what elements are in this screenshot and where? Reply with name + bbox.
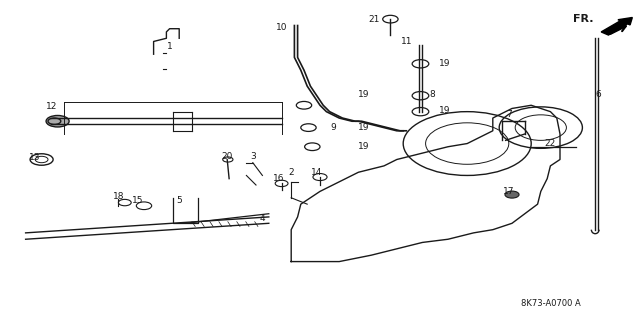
Text: 4: 4 (260, 214, 265, 223)
Text: 19: 19 (358, 142, 370, 151)
Text: 19: 19 (439, 59, 451, 68)
Text: 1: 1 (167, 42, 172, 51)
Text: 17: 17 (503, 187, 515, 196)
Text: 15: 15 (132, 197, 143, 205)
Text: 21: 21 (369, 15, 380, 24)
Text: 20: 20 (221, 152, 233, 161)
Text: 6: 6 (596, 90, 601, 99)
Text: 8K73-A0700 A: 8K73-A0700 A (520, 299, 580, 308)
Text: 2: 2 (289, 168, 294, 177)
Text: 7: 7 (506, 110, 511, 119)
Text: 18: 18 (113, 192, 124, 201)
Text: 10: 10 (276, 23, 287, 32)
Text: 14: 14 (311, 168, 323, 177)
Text: 5: 5 (177, 197, 182, 205)
Text: 11: 11 (401, 37, 412, 46)
Text: 13: 13 (29, 153, 41, 162)
Text: 16: 16 (273, 174, 284, 183)
Text: 9: 9 (330, 123, 335, 132)
Text: 19: 19 (358, 90, 370, 99)
Text: 19: 19 (439, 106, 451, 115)
Text: FR.: FR. (573, 14, 593, 24)
Text: 22: 22 (545, 139, 556, 148)
Text: 12: 12 (45, 102, 57, 111)
Text: 3: 3 (250, 152, 255, 161)
Text: 8: 8 (429, 90, 435, 99)
Circle shape (46, 115, 69, 127)
Text: 19: 19 (358, 123, 370, 132)
Circle shape (505, 191, 519, 198)
FancyArrow shape (601, 18, 632, 35)
